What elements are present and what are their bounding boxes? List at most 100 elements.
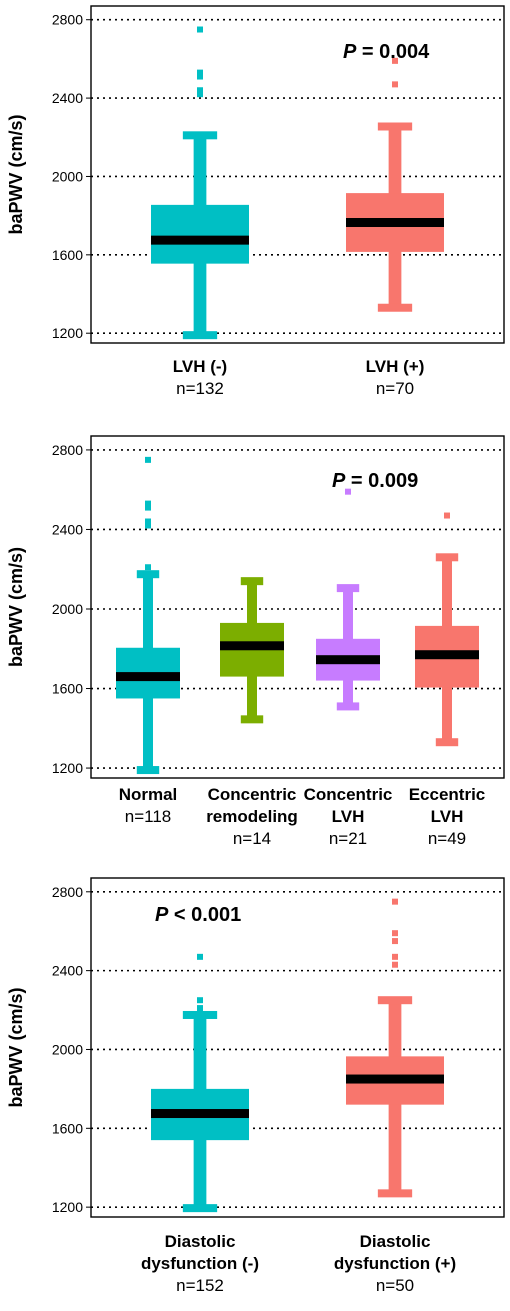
outlier-point bbox=[197, 1005, 203, 1012]
whisker-cap-max bbox=[435, 553, 459, 562]
outlier-point bbox=[145, 504, 151, 511]
outlier-point bbox=[392, 57, 398, 64]
category-label: dysfunction (+) bbox=[334, 1254, 456, 1273]
category-label: Diastolic bbox=[165, 1232, 236, 1251]
median-line bbox=[151, 1109, 249, 1119]
whisker-cap-min bbox=[182, 331, 218, 340]
median-line bbox=[346, 218, 444, 228]
outlier-point bbox=[145, 518, 151, 525]
y-tick-label: 2000 bbox=[52, 601, 83, 617]
outlier-point bbox=[444, 512, 450, 519]
whisker-cap-min bbox=[136, 766, 160, 775]
category-label: remodeling bbox=[206, 807, 298, 826]
y-tick-label: 2000 bbox=[52, 1041, 83, 1057]
box-0 bbox=[151, 26, 249, 340]
y-tick-label: 2400 bbox=[52, 90, 83, 106]
plot-frame bbox=[90, 877, 505, 1218]
median-line bbox=[116, 672, 180, 682]
y-tick-label: 1200 bbox=[52, 1199, 83, 1215]
whisker-cap-min bbox=[377, 303, 413, 312]
outlier-point bbox=[197, 69, 203, 76]
outlier-point bbox=[145, 500, 151, 507]
whisker-cap-max bbox=[377, 996, 413, 1005]
outlier-point bbox=[392, 898, 398, 905]
plot-frame bbox=[90, 435, 505, 779]
whisker-cap-min bbox=[336, 702, 360, 711]
median-line bbox=[220, 641, 284, 651]
y-tick-label: 2800 bbox=[52, 442, 83, 458]
category-label: Concentric bbox=[304, 785, 393, 804]
y-tick-label: 1600 bbox=[52, 681, 83, 697]
whisker-cap-min bbox=[182, 1204, 218, 1213]
y-tick-label: 1600 bbox=[52, 1120, 83, 1136]
whisker-cap-max bbox=[240, 577, 264, 586]
category-n-label: n=152 bbox=[176, 1276, 224, 1295]
outlier-point bbox=[345, 488, 351, 495]
y-tick-label: 1200 bbox=[52, 325, 83, 341]
outlier-point bbox=[392, 938, 398, 945]
whisker-cap-max bbox=[336, 584, 360, 593]
box-0 bbox=[116, 456, 180, 775]
category-n-label: n=49 bbox=[428, 829, 466, 848]
chart-panel-diastolic: 1200 1600 2000 2400 2800 baPWV (cm/s) Diastoli… bbox=[6, 877, 505, 1295]
outlier-point bbox=[392, 81, 398, 88]
chart-panel-lv-geometry: 1200 1600 2000 2400 2800 baPWV (cm/s) Normal n=… bbox=[6, 435, 505, 848]
median-line bbox=[346, 1074, 444, 1084]
category-label: dysfunction (-) bbox=[141, 1254, 259, 1273]
category-label: LVH (+) bbox=[366, 357, 425, 376]
outlier-point bbox=[145, 456, 151, 463]
box-1 bbox=[346, 898, 444, 1198]
whisker-cap-max bbox=[136, 570, 160, 579]
y-tick-label: 2400 bbox=[52, 963, 83, 979]
median-line bbox=[415, 650, 479, 660]
box-1 bbox=[346, 57, 444, 312]
y-tick-label: 2000 bbox=[52, 168, 83, 184]
p-value-label: P = 0.009 bbox=[332, 470, 418, 492]
whisker-cap-max bbox=[377, 122, 413, 131]
median-line bbox=[151, 235, 249, 245]
outlier-point bbox=[197, 91, 203, 98]
category-n-label: n=50 bbox=[376, 1276, 414, 1295]
outlier-point bbox=[197, 87, 203, 94]
category-label: Diastolic bbox=[360, 1232, 431, 1251]
category-n-label: n=14 bbox=[233, 829, 271, 848]
whisker-cap-min bbox=[435, 738, 459, 747]
y-tick-label: 2800 bbox=[52, 884, 83, 900]
box-2 bbox=[316, 488, 380, 711]
y-axis-label: baPWV (cm/s) bbox=[6, 114, 26, 234]
y-tick-label: 2800 bbox=[52, 12, 83, 28]
outlier-point bbox=[197, 26, 203, 33]
outlier-point bbox=[145, 564, 151, 571]
category-label: LVH (-) bbox=[173, 357, 227, 376]
category-n-label: n=118 bbox=[125, 807, 171, 826]
outlier-point bbox=[392, 953, 398, 960]
y-tick-label: 2400 bbox=[52, 521, 83, 537]
box-1 bbox=[220, 577, 284, 724]
category-n-label: n=21 bbox=[329, 829, 367, 848]
category-n-label: n=70 bbox=[376, 379, 414, 398]
whisker-cap-min bbox=[377, 1189, 413, 1198]
p-value-label: P = 0.004 bbox=[343, 41, 430, 63]
outlier-point bbox=[392, 930, 398, 937]
median-line bbox=[316, 655, 380, 665]
box-0 bbox=[151, 953, 249, 1213]
category-label: LVH bbox=[431, 807, 464, 826]
plot-frame bbox=[90, 5, 505, 344]
outlier-point bbox=[145, 522, 151, 529]
y-axis-label: baPWV (cm/s) bbox=[6, 547, 26, 667]
category-label: LVH bbox=[332, 807, 365, 826]
y-tick-label: 1200 bbox=[52, 760, 83, 776]
category-label: Concentric bbox=[208, 785, 297, 804]
box-iqr bbox=[151, 204, 249, 264]
p-value-label: P < 0.001 bbox=[155, 904, 241, 926]
outlier-point bbox=[392, 961, 398, 968]
whisker-cap-min bbox=[240, 715, 264, 724]
category-label: Normal bbox=[119, 785, 178, 804]
whisker-cap-max bbox=[182, 131, 218, 140]
chart-panel-lvh: 1200 1600 2000 2400 2800 baPWV (cm/s) LVH (-) n… bbox=[6, 5, 505, 398]
outlier-point bbox=[197, 73, 203, 80]
category-label: Eccentric bbox=[409, 785, 486, 804]
outlier-point bbox=[197, 997, 203, 1004]
y-axis-label: baPWV (cm/s) bbox=[6, 987, 26, 1107]
box-3 bbox=[415, 512, 479, 747]
